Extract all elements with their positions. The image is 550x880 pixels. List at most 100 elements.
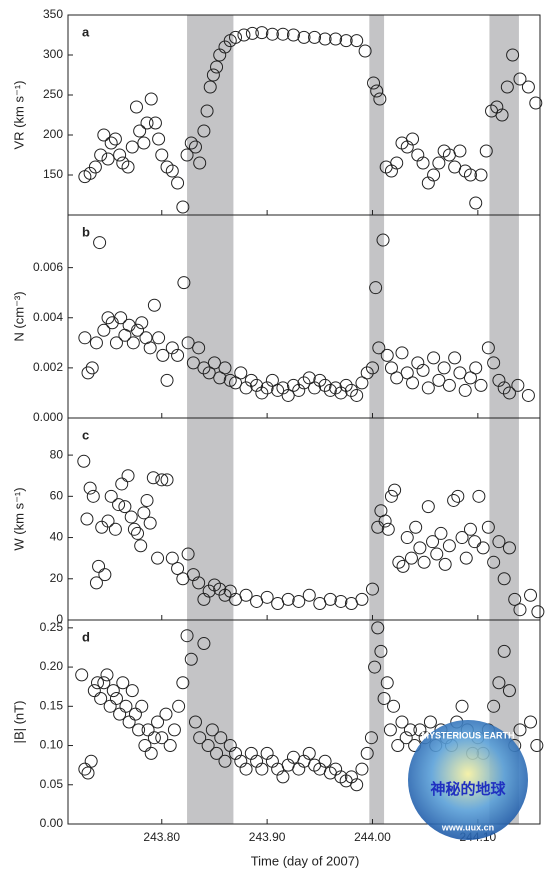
y-tick-label: 60: [50, 488, 64, 502]
data-point: [156, 348, 170, 362]
y-axis-label: W (km s⁻¹): [11, 487, 26, 550]
data-point: [201, 739, 215, 753]
data-point: [171, 561, 185, 575]
data-point: [237, 28, 251, 42]
data-point: [88, 160, 102, 174]
data-point: [113, 148, 127, 162]
data-point: [339, 34, 353, 48]
data-point: [143, 516, 157, 530]
watermark-top: MYSTERIOUS EARTH: [421, 730, 514, 740]
data-point: [524, 715, 538, 729]
data-point: [101, 152, 115, 166]
data-point: [474, 378, 488, 392]
data-point: [531, 605, 545, 619]
y-tick-label: 20: [50, 571, 64, 585]
data-point: [308, 381, 322, 395]
y-tick-label: 0.00: [40, 816, 64, 830]
data-point: [78, 331, 92, 345]
data-point: [244, 373, 258, 387]
data-point: [511, 378, 525, 392]
shaded-interval: [489, 418, 519, 620]
shaded-interval: [187, 15, 234, 215]
data-point: [286, 28, 300, 42]
y-tick-label: 0.25: [40, 620, 64, 634]
data-point: [358, 44, 372, 58]
data-point: [210, 746, 224, 760]
data-point: [400, 531, 414, 545]
data-point: [121, 160, 135, 174]
data-point: [213, 371, 227, 385]
data-point: [364, 731, 378, 745]
data-point: [255, 26, 269, 40]
data-point: [229, 376, 243, 390]
data-point: [129, 100, 143, 114]
data-point: [159, 707, 173, 721]
data-point: [377, 691, 391, 705]
data-point: [124, 510, 138, 524]
data-point: [390, 156, 404, 170]
data-point: [406, 132, 420, 146]
data-point: [413, 541, 427, 555]
data-point: [93, 236, 107, 250]
data-point: [411, 356, 425, 370]
data-point: [383, 723, 397, 737]
data-point: [127, 522, 141, 536]
data-point: [133, 124, 147, 138]
data-point: [302, 371, 316, 385]
data-point: [442, 539, 456, 553]
data-point: [469, 196, 483, 210]
data-point: [463, 522, 477, 536]
data-point: [101, 514, 115, 528]
data-point: [176, 676, 190, 690]
data-point: [229, 30, 243, 44]
data-point: [455, 531, 469, 545]
panel-frame: [67, 14, 541, 216]
data-point: [109, 336, 123, 350]
panel-label: c: [82, 427, 89, 442]
data-point: [334, 594, 348, 608]
data-point: [492, 676, 506, 690]
data-point: [387, 699, 401, 713]
data-point: [172, 699, 186, 713]
data-point: [396, 559, 410, 573]
data-point: [83, 481, 97, 495]
data-point: [180, 148, 194, 162]
data-point: [155, 731, 169, 745]
data-point: [89, 336, 103, 350]
data-point: [365, 361, 379, 375]
data-point: [495, 108, 509, 122]
data-point: [125, 140, 139, 154]
data-point: [118, 500, 132, 514]
data-point: [423, 715, 437, 729]
data-point: [395, 715, 409, 729]
panel-label: a: [82, 24, 90, 39]
data-point: [193, 156, 207, 170]
data-point: [105, 316, 119, 330]
data-point: [122, 715, 136, 729]
data-point: [427, 168, 441, 182]
data-point: [152, 331, 166, 345]
data-point: [276, 27, 290, 41]
data-point: [160, 473, 174, 487]
data-point: [350, 778, 364, 792]
x-tick-label: 243.90: [249, 830, 286, 844]
data-point: [97, 128, 111, 142]
data-point: [210, 60, 224, 74]
data-point: [487, 356, 501, 370]
y-tick-label: 0.002: [33, 360, 63, 374]
data-point: [101, 311, 115, 325]
data-point: [81, 366, 95, 380]
data-point: [487, 555, 501, 569]
data-point: [167, 723, 181, 737]
data-point: [81, 766, 95, 780]
data-point: [214, 731, 228, 745]
data-point: [400, 366, 414, 380]
data-point: [292, 383, 306, 397]
data-point: [374, 644, 388, 658]
data-point: [355, 762, 369, 776]
panel-label: d: [82, 629, 90, 644]
data-point: [202, 366, 216, 380]
data-point: [372, 341, 386, 355]
data-point: [140, 493, 154, 507]
data-point: [524, 588, 538, 602]
